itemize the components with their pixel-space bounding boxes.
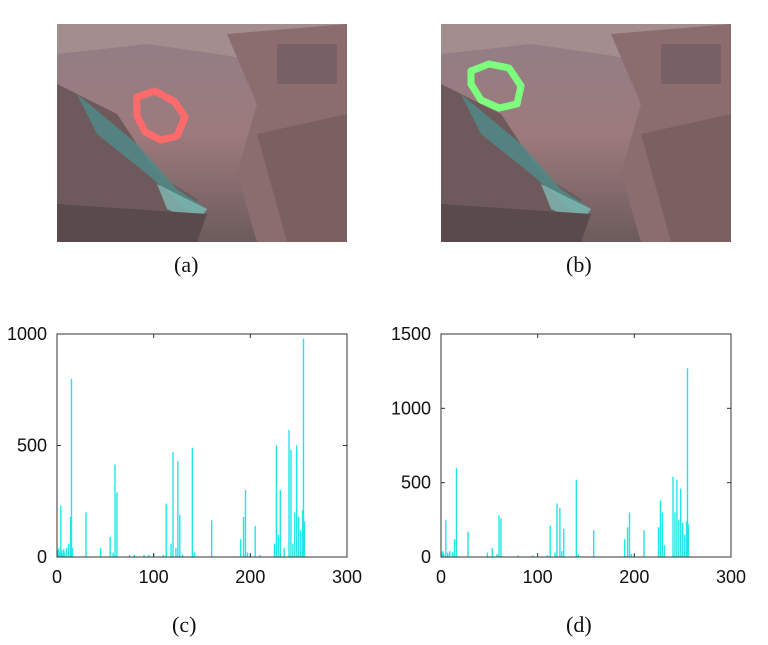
canyon-image-a [57,24,347,242]
caption-a: (a) [174,252,199,277]
y-tick-label: 500 [17,436,47,456]
contour-red [133,87,189,144]
histogram-d: 0 100 200 300 0 500 1000 1500 [391,324,746,587]
y-tick-label: 0 [37,547,47,567]
x-tick-label: 0 [436,567,446,587]
photo-panel-b [441,24,731,242]
x-tick-label: 200 [235,567,265,587]
y-tick-label: 0 [421,547,431,567]
y-tick-label: 1000 [391,398,431,418]
x-tick-label: 300 [716,567,746,587]
x-tick-label: 100 [139,567,169,587]
x-tick-label: 300 [332,567,362,587]
y-tick-label: 1500 [391,324,431,344]
x-tick-label: 200 [619,567,649,587]
canyon-image-b [441,24,731,242]
x-tick-label: 0 [52,567,62,587]
y-tick-label: 500 [401,473,431,493]
caption-b: (b) [566,252,592,277]
caption-c: (c) [172,612,197,637]
caption-d: (d) [566,612,592,637]
x-tick-label: 100 [523,567,553,587]
plot-frame [440,333,732,558]
photo-panel-a [57,24,347,242]
histogram-c: 0 100 200 300 0 500 1000 [7,324,362,587]
contour-green [467,60,525,112]
y-tick-label: 1000 [7,324,47,344]
